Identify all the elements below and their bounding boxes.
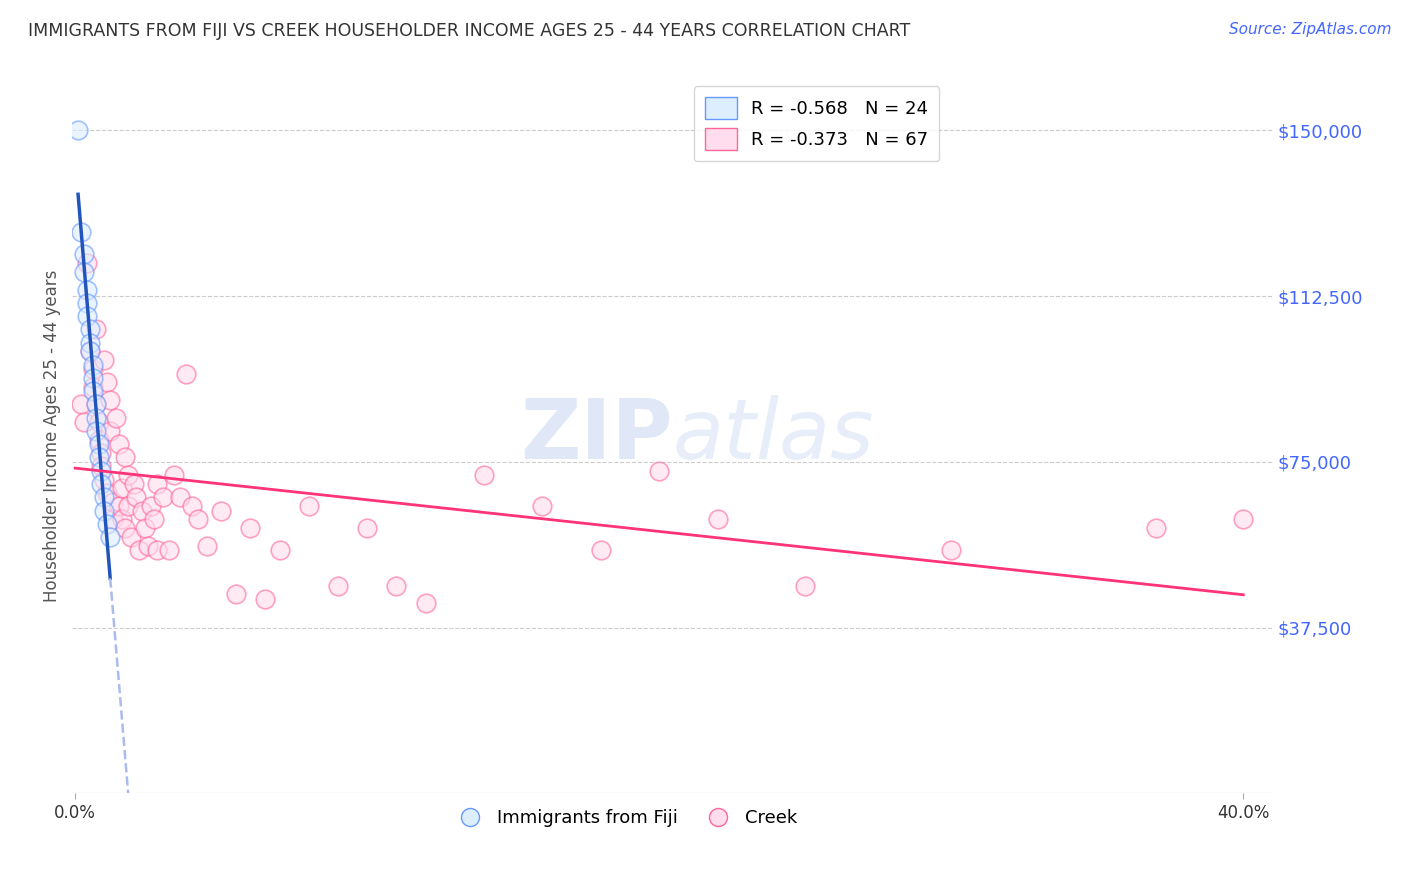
Point — [111, 482, 134, 496]
Point — [93, 473, 115, 487]
Point — [67, 123, 90, 137]
Point — [794, 579, 817, 593]
Point — [146, 543, 169, 558]
Point — [79, 322, 101, 336]
Point — [90, 446, 112, 460]
Point — [706, 512, 728, 526]
Point — [117, 468, 139, 483]
Point — [84, 322, 107, 336]
Point — [76, 295, 98, 310]
Point — [76, 309, 98, 323]
Point — [73, 415, 96, 429]
Point — [76, 256, 98, 270]
Point — [90, 459, 112, 474]
Point — [87, 437, 110, 451]
Point — [120, 530, 142, 544]
Point — [415, 596, 437, 610]
Point — [139, 499, 162, 513]
Point — [84, 397, 107, 411]
Point — [73, 265, 96, 279]
Point — [84, 410, 107, 425]
Point — [253, 591, 276, 606]
Point — [87, 433, 110, 447]
Point — [76, 283, 98, 297]
Point — [98, 530, 121, 544]
Point — [84, 424, 107, 438]
Point — [187, 512, 209, 526]
Point — [1232, 512, 1254, 526]
Point — [90, 464, 112, 478]
Point — [239, 521, 262, 535]
Point — [169, 490, 191, 504]
Point — [90, 477, 112, 491]
Point — [1144, 521, 1167, 535]
Text: Source: ZipAtlas.com: Source: ZipAtlas.com — [1229, 22, 1392, 37]
Y-axis label: Householder Income Ages 25 - 44 years: Householder Income Ages 25 - 44 years — [44, 269, 60, 601]
Point — [125, 490, 148, 504]
Point — [589, 543, 612, 558]
Point — [225, 587, 247, 601]
Point — [114, 450, 136, 465]
Point — [146, 477, 169, 491]
Point — [101, 512, 124, 526]
Point — [101, 494, 124, 508]
Legend: Immigrants from Fiji, Creek: Immigrants from Fiji, Creek — [444, 802, 804, 834]
Point — [82, 384, 104, 399]
Text: atlas: atlas — [672, 395, 875, 476]
Point — [174, 367, 197, 381]
Point — [108, 437, 131, 451]
Point — [73, 247, 96, 261]
Point — [98, 424, 121, 438]
Point — [195, 539, 218, 553]
Text: IMMIGRANTS FROM FIJI VS CREEK HOUSEHOLDER INCOME AGES 25 - 44 YEARS CORRELATION : IMMIGRANTS FROM FIJI VS CREEK HOUSEHOLDE… — [28, 22, 910, 40]
Point — [96, 516, 118, 531]
Point — [648, 464, 671, 478]
Point — [136, 539, 159, 553]
Point — [152, 490, 174, 504]
Point — [93, 353, 115, 368]
Point — [181, 499, 204, 513]
Point — [79, 344, 101, 359]
Point — [105, 410, 128, 425]
Text: ZIP: ZIP — [520, 395, 672, 476]
Point — [326, 579, 349, 593]
Point — [298, 499, 321, 513]
Point — [131, 503, 153, 517]
Point — [87, 415, 110, 429]
Point — [143, 512, 166, 526]
Point — [269, 543, 291, 558]
Point — [93, 490, 115, 504]
Point — [98, 392, 121, 407]
Point — [79, 344, 101, 359]
Point — [108, 499, 131, 513]
Point — [82, 380, 104, 394]
Point — [70, 397, 93, 411]
Point — [82, 358, 104, 372]
Point — [114, 521, 136, 535]
Point — [79, 335, 101, 350]
Point — [356, 521, 378, 535]
Point — [941, 543, 963, 558]
Point — [82, 362, 104, 376]
Point — [111, 512, 134, 526]
Point — [96, 376, 118, 390]
Point — [87, 450, 110, 465]
Point — [122, 477, 145, 491]
Point — [163, 468, 186, 483]
Point — [93, 503, 115, 517]
Point — [209, 503, 232, 517]
Point — [96, 486, 118, 500]
Point — [385, 579, 408, 593]
Point — [117, 499, 139, 513]
Point — [70, 225, 93, 239]
Point — [531, 499, 554, 513]
Point — [472, 468, 495, 483]
Point — [128, 543, 150, 558]
Point — [157, 543, 180, 558]
Point — [134, 521, 156, 535]
Point — [84, 397, 107, 411]
Point — [82, 371, 104, 385]
